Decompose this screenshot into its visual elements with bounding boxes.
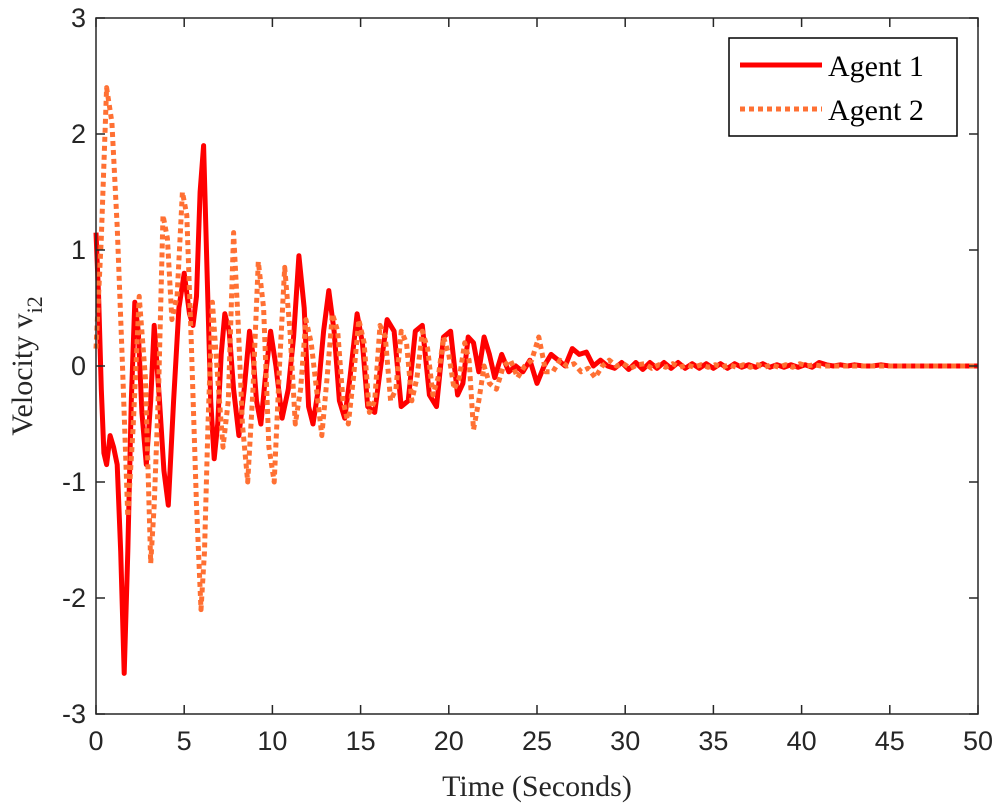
series-line-agent-1 [93,143,978,676]
x-tick-label: 40 [787,726,817,756]
y-tick-label: 2 [71,119,86,149]
x-tick-label: 5 [177,726,192,756]
series-layer [93,85,978,676]
legend-label-agent-2: Agent 2 [828,94,924,127]
y-tick-label: 1 [71,235,86,265]
x-tick-label: 45 [875,726,905,756]
x-tick-label: 50 [963,726,993,756]
y-axis-label-main: Velocity v [6,313,39,435]
legend: Agent 1 Agent 2 [728,37,958,137]
y-tick-label: -1 [62,467,86,497]
y-tick-label: -2 [62,583,86,613]
x-tick-label: 35 [698,726,728,756]
x-tick-label: 25 [522,726,552,756]
y-tick-label: -3 [62,699,86,729]
x-axis-label: Time (Seconds) [442,770,632,803]
legend-box [728,37,958,137]
x-tick-label: 10 [257,726,287,756]
y-tick-label: 0 [71,351,86,381]
x-tick-label: 30 [610,726,640,756]
x-tick-label: 0 [88,726,103,756]
legend-label-agent-1: Agent 1 [828,50,924,83]
ticks-layer: 0 5 10 15 20 25 30 35 40 45 50 -3 -2 -1 0 1 2 3 [62,3,993,756]
series-line-agent-2 [93,85,978,613]
x-tick-label: 20 [434,726,464,756]
y-axis-label: Velocity vi2 [6,296,47,436]
x-tick-label: 15 [346,726,376,756]
y-tick-label: 3 [71,3,86,33]
y-axis-label-subscript: i2 [22,296,47,313]
